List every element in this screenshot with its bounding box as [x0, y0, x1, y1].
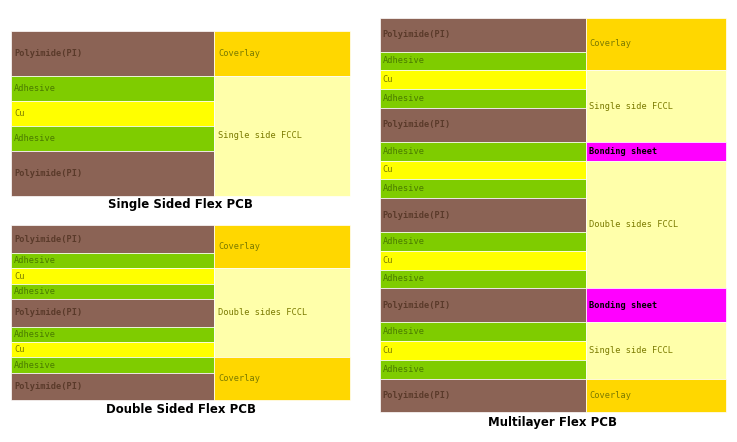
Bar	[11, 101, 214, 126]
Bar	[214, 268, 350, 358]
Bar	[11, 284, 214, 299]
Text: Polyimide(PI): Polyimide(PI)	[14, 169, 83, 178]
Text: Polyimide(PI): Polyimide(PI)	[14, 235, 83, 244]
Text: Coverlay: Coverlay	[590, 391, 632, 400]
Text: Double sides FCCL: Double sides FCCL	[218, 309, 307, 317]
Text: Polyimide(PI): Polyimide(PI)	[14, 309, 83, 317]
Bar	[380, 89, 586, 108]
Bar	[380, 142, 586, 160]
Text: Adhesive: Adhesive	[383, 94, 425, 103]
Bar	[380, 18, 586, 52]
Text: Polyimide(PI): Polyimide(PI)	[14, 49, 83, 58]
Text: Cu: Cu	[14, 271, 24, 281]
Bar	[586, 142, 726, 160]
Bar	[380, 232, 586, 251]
Text: Single side FCCL: Single side FCCL	[590, 346, 674, 355]
Text: Bonding sheet: Bonding sheet	[590, 147, 657, 156]
Text: Cu: Cu	[14, 345, 24, 354]
Text: Bonding sheet: Bonding sheet	[590, 301, 657, 310]
Text: Polyimide(PI): Polyimide(PI)	[14, 382, 83, 391]
Text: Adhesive: Adhesive	[14, 134, 56, 143]
Bar	[586, 160, 726, 288]
Text: Coverlay: Coverlay	[590, 39, 632, 49]
Text: Polyimide(PI): Polyimide(PI)	[383, 120, 451, 130]
Text: Adhesive: Adhesive	[383, 184, 425, 193]
Bar	[11, 253, 214, 268]
Bar	[214, 31, 350, 76]
Bar	[11, 299, 214, 327]
Text: Adhesive: Adhesive	[383, 327, 425, 336]
Bar	[380, 360, 586, 378]
Text: Adhesive: Adhesive	[383, 147, 425, 156]
Text: Cu: Cu	[14, 109, 24, 118]
Text: Single side FCCL: Single side FCCL	[218, 131, 302, 141]
Text: Adhesive: Adhesive	[383, 274, 425, 283]
Bar	[11, 268, 214, 284]
Text: Adhesive: Adhesive	[383, 57, 425, 65]
Text: Double Sided Flex PCB: Double Sided Flex PCB	[105, 404, 256, 416]
Text: Multilayer Flex PCB: Multilayer Flex PCB	[488, 416, 618, 429]
Text: Polyimide(PI): Polyimide(PI)	[383, 30, 451, 39]
Bar	[214, 225, 350, 268]
Bar	[380, 341, 586, 360]
Text: Adhesive: Adhesive	[14, 256, 56, 265]
Bar	[214, 76, 350, 196]
Text: Single Sided Flex PCB: Single Sided Flex PCB	[108, 198, 253, 211]
Text: Adhesive: Adhesive	[14, 287, 56, 296]
Bar	[586, 322, 726, 378]
Text: Adhesive: Adhesive	[14, 84, 56, 93]
Bar	[380, 108, 586, 142]
Bar	[11, 151, 214, 196]
Text: Adhesive: Adhesive	[14, 330, 56, 339]
Bar	[380, 251, 586, 270]
Text: Polyimide(PI): Polyimide(PI)	[383, 391, 451, 400]
Bar	[11, 76, 214, 101]
Bar	[11, 225, 214, 253]
Bar	[586, 378, 726, 412]
Bar	[586, 288, 726, 322]
Bar	[380, 270, 586, 288]
Text: Cu: Cu	[383, 346, 393, 355]
Bar	[380, 70, 586, 89]
Text: Cu: Cu	[383, 75, 393, 84]
Bar	[380, 198, 586, 232]
Text: Coverlay: Coverlay	[218, 374, 260, 383]
Text: Polyimide(PI): Polyimide(PI)	[383, 210, 451, 220]
Text: Cu: Cu	[383, 255, 393, 265]
Bar	[380, 322, 586, 341]
Bar	[11, 358, 214, 373]
Text: Cu: Cu	[383, 165, 393, 175]
Bar	[380, 160, 586, 179]
Bar	[11, 126, 214, 151]
Text: Coverlay: Coverlay	[218, 242, 260, 251]
Bar	[586, 70, 726, 142]
Text: Double sides FCCL: Double sides FCCL	[590, 220, 679, 229]
Bar	[11, 373, 214, 400]
Text: Coverlay: Coverlay	[218, 49, 260, 58]
Text: Polyimide(PI): Polyimide(PI)	[383, 301, 451, 310]
Text: Adhesive: Adhesive	[383, 365, 425, 373]
Bar	[380, 52, 586, 70]
Text: Single side FCCL: Single side FCCL	[590, 102, 674, 110]
Bar	[380, 378, 586, 412]
Bar	[11, 31, 214, 76]
Text: Adhesive: Adhesive	[14, 361, 56, 370]
Bar	[380, 288, 586, 322]
Bar	[214, 358, 350, 400]
Bar	[380, 179, 586, 198]
Bar	[586, 18, 726, 70]
Text: Adhesive: Adhesive	[383, 237, 425, 246]
Bar	[11, 327, 214, 342]
Bar	[11, 342, 214, 358]
